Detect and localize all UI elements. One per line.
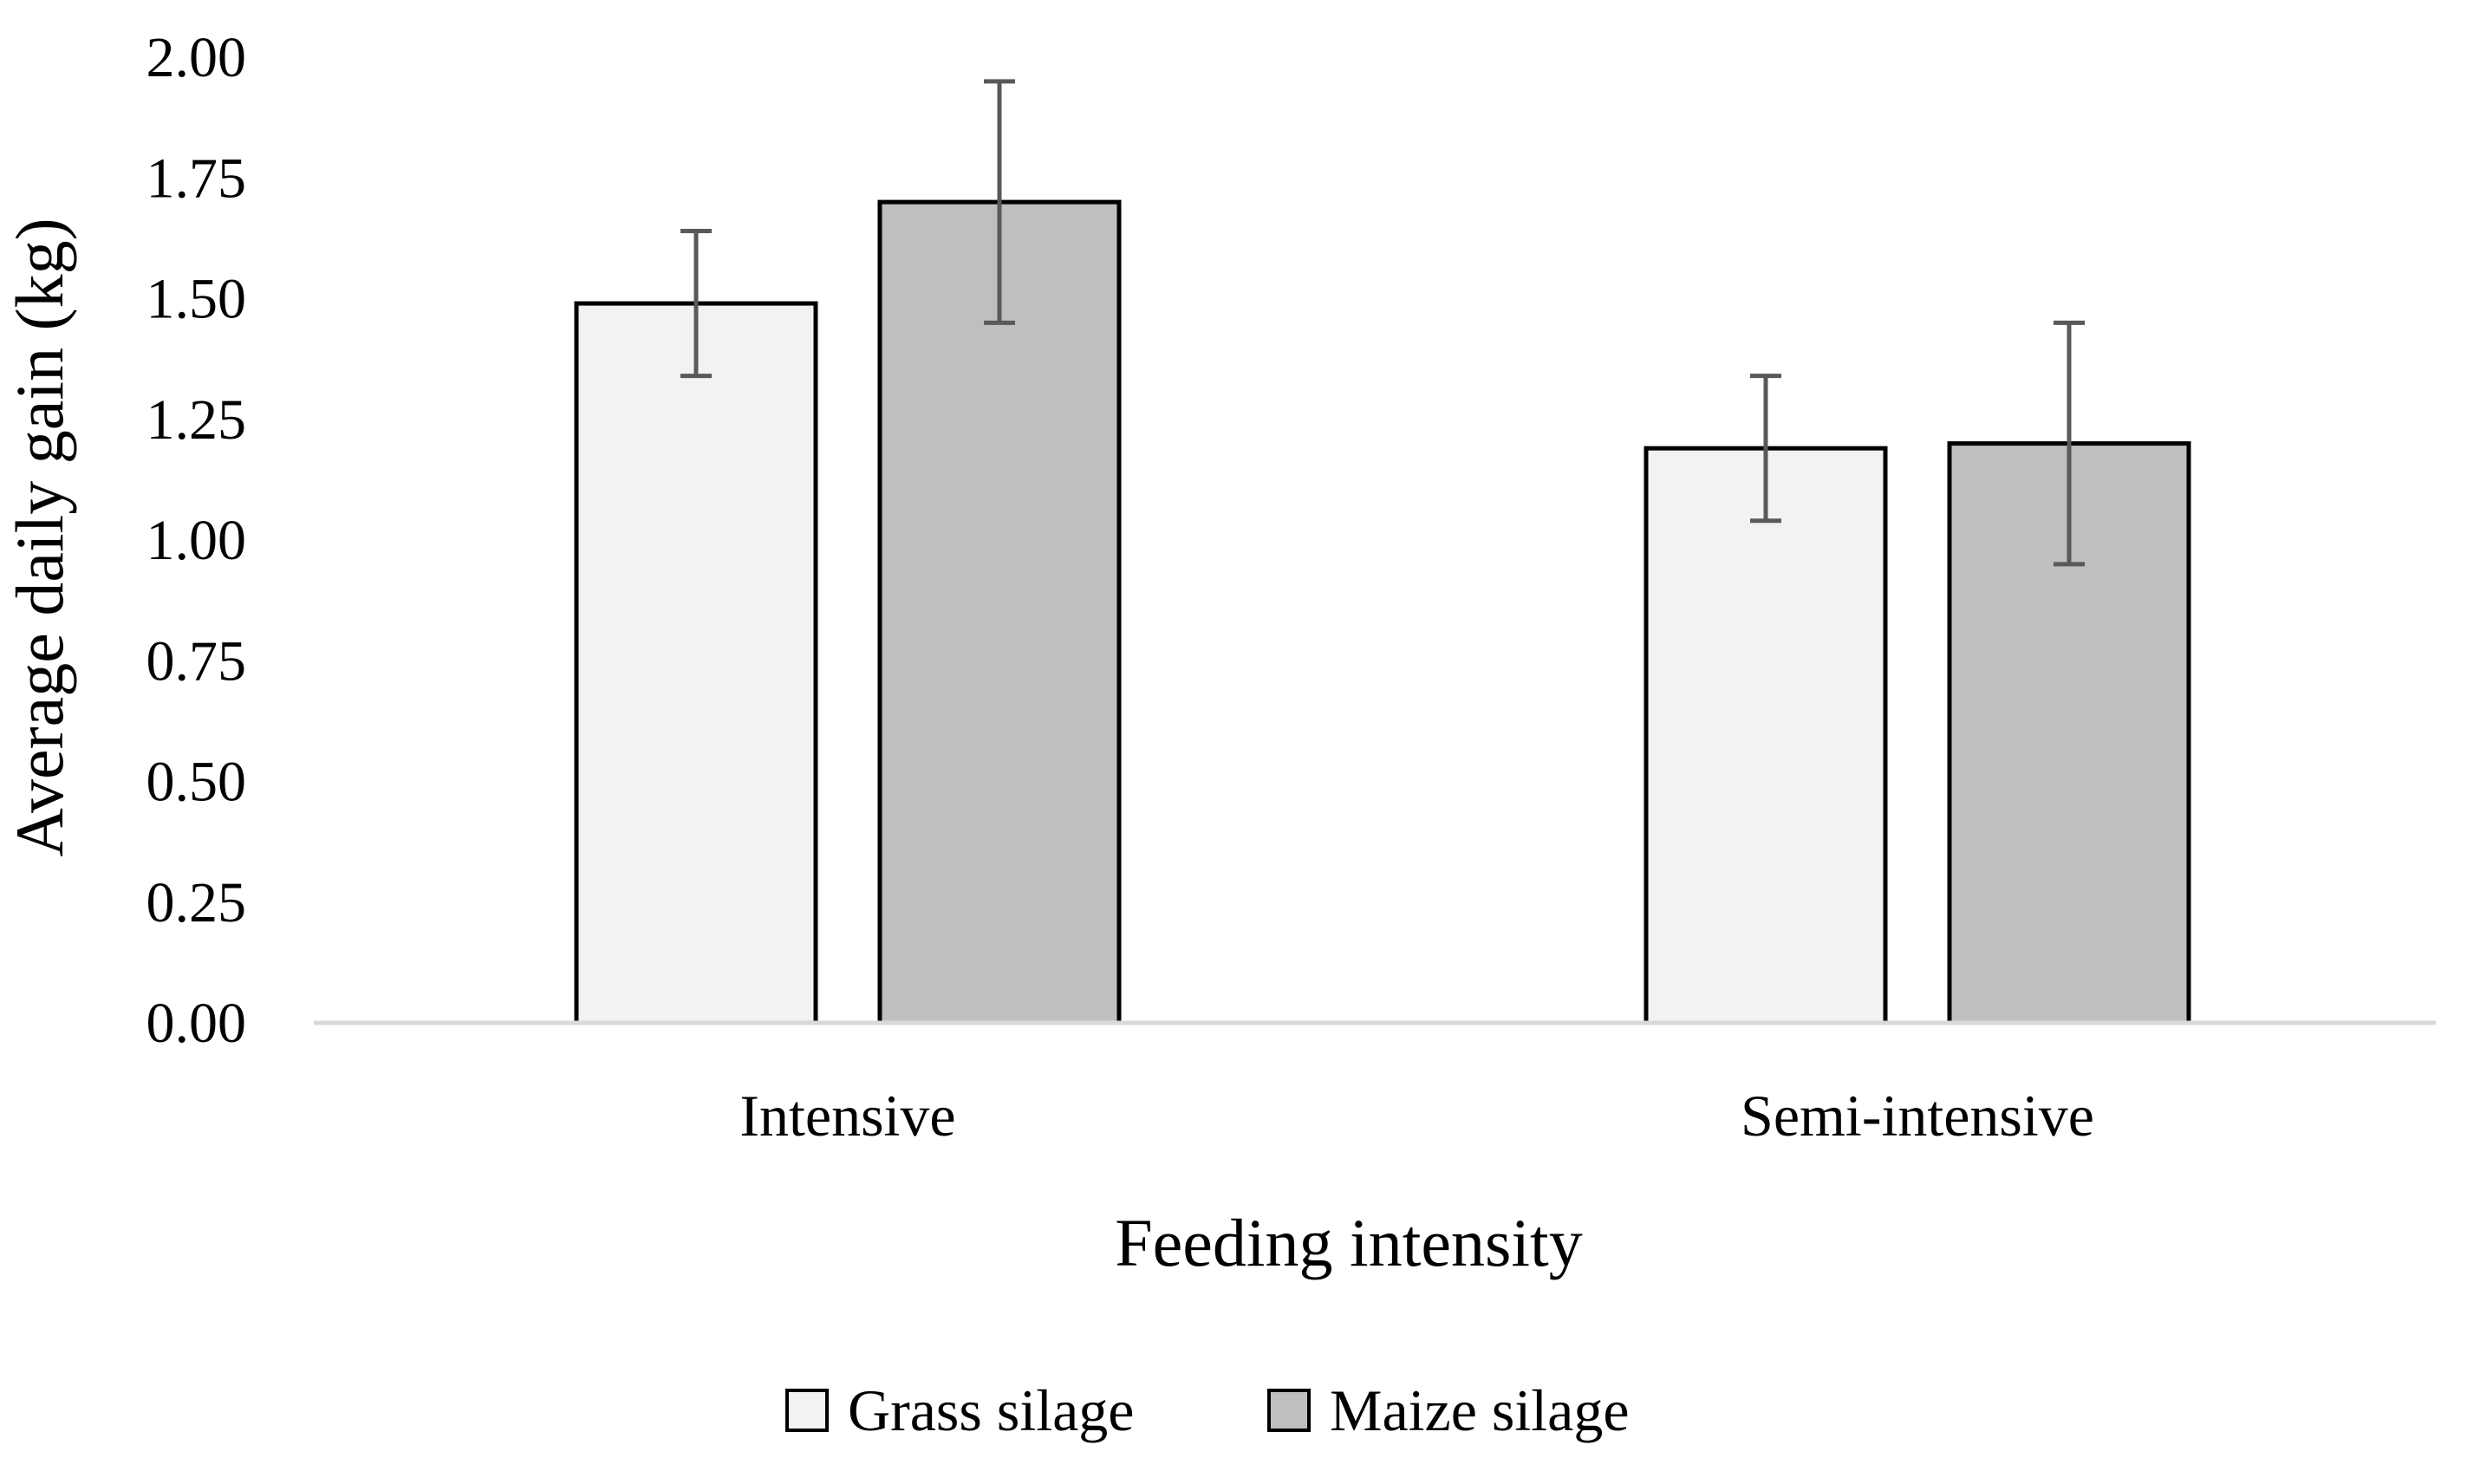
legend-item-grass-silage: Grass silage: [785, 1377, 1134, 1443]
y-tick-label: 2.00: [146, 26, 247, 89]
y-axis-ticks: 0.00 0.25 0.50 0.75 1.00 1.25 1.50 1.75 2.00: [146, 26, 247, 1055]
legend-swatch: [785, 1389, 829, 1432]
x-tick-label: Semi-intensive: [1741, 1083, 2094, 1149]
y-tick-label: 0.25: [146, 871, 247, 934]
error-bar: [1750, 374, 1781, 524]
y-tick-label: 1.50: [146, 268, 247, 331]
error-bar: [2054, 320, 2085, 567]
y-tick-label: 0.75: [146, 629, 247, 693]
y-axis-title: Average daily gain (kg): [2, 218, 77, 856]
legend-label: Grass silage: [848, 1377, 1134, 1443]
y-tick-label: 1.00: [146, 509, 247, 572]
x-tick-label: Intensive: [739, 1083, 955, 1149]
x-axis-title: Feeding intensity: [1115, 1205, 1582, 1280]
x-axis-category-labels: Intensive Semi-intensive: [739, 1083, 2094, 1149]
error-bars: [680, 79, 2085, 567]
bar-maize-silage-intensive: [877, 199, 1122, 1025]
bar-grass-silage-intensive: [574, 301, 818, 1025]
bars: [574, 199, 2191, 1025]
legend-swatch: [1267, 1389, 1311, 1432]
legend-item-maize-silage: Maize silage: [1267, 1377, 1630, 1443]
legend-label: Maize silage: [1330, 1377, 1630, 1443]
y-tick-label: 1.75: [146, 146, 247, 210]
y-tick-label: 0.50: [146, 751, 247, 814]
y-tick-label: 1.25: [146, 388, 247, 452]
bar-grass-silage-semi-intensive: [1644, 446, 1888, 1025]
error-bar: [680, 229, 712, 379]
error-bar: [984, 79, 1015, 325]
legend: Grass silage Maize silage: [785, 1377, 1630, 1443]
y-tick-label: 0.00: [146, 992, 247, 1055]
